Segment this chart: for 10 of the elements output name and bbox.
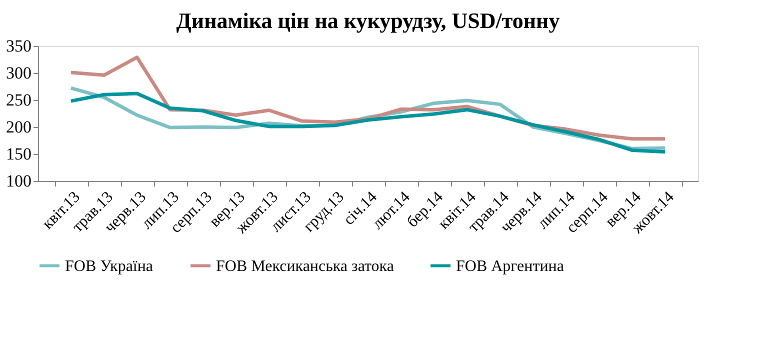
legend-label: FOB Аргентина <box>456 258 564 275</box>
legend-label: FOB Україна <box>65 258 154 275</box>
y-tick-label: 300 <box>6 64 32 82</box>
legend-label: FOB Мексиканська затока <box>216 258 394 275</box>
y-tick-label: 100 <box>6 172 32 190</box>
chart-title: Динаміка цін на кукурудзу, USD/тонну <box>176 8 560 33</box>
y-tick-label: 150 <box>6 144 32 164</box>
y-tick-label: 350 <box>6 36 32 56</box>
y-tick-label: 200 <box>6 118 32 136</box>
y-tick-label: 250 <box>6 90 32 110</box>
